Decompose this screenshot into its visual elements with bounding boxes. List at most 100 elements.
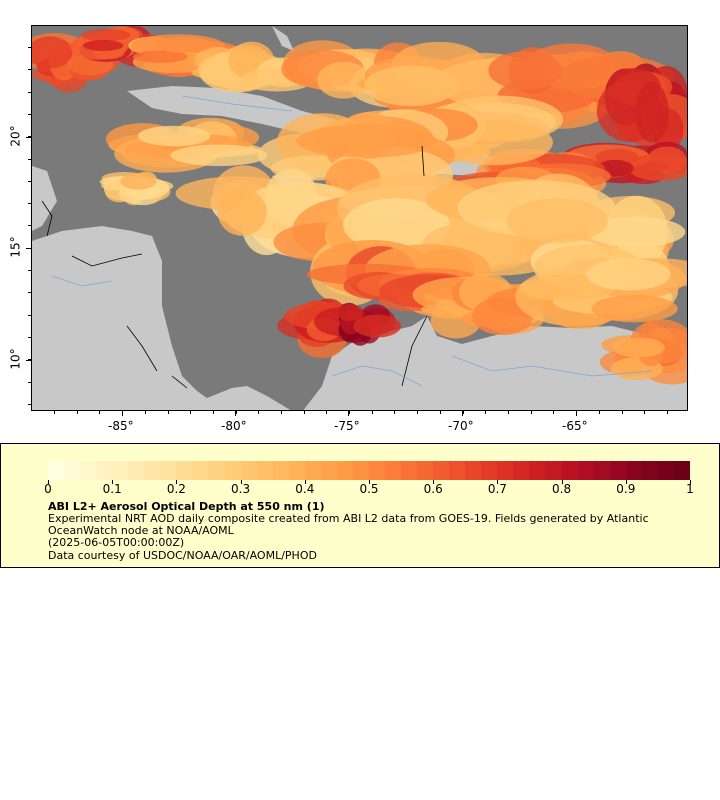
colorbar-swatch [352,461,369,480]
lat-minor-tick [28,359,31,360]
aod-patch [32,36,73,69]
colorbar-tick-label: 0.7 [487,482,507,496]
colorbar-tick-label: 0.8 [552,482,572,496]
colorbar-tick-label: 0.6 [423,482,443,496]
colorbar-swatch [64,461,81,480]
colorbar-swatch [625,461,642,480]
colorbar-swatch [304,461,321,480]
aod-patch [296,124,437,158]
colorbar-swatch [368,461,385,480]
colorbar-tick [497,480,499,484]
colorbar-swatch [609,461,626,480]
lat-tick-label: 10° [8,348,23,370]
bahamas-land [272,26,294,51]
colorbar-swatch [160,461,177,480]
lon-minor-tick [644,411,645,414]
legend-description: Experimental NRT AOD daily composite cre… [48,513,688,549]
rivers [51,95,653,387]
colorbar-tick-label: 0.5 [359,482,379,496]
lon-minor-tick [213,411,214,414]
aod-patch [488,51,563,90]
aod-patch [586,216,686,248]
colorbar-swatch [176,461,193,480]
colorbar-swatch [465,461,482,480]
colorbar-swatch [256,461,273,480]
lat-minor-tick [28,92,31,93]
lon-minor-tick [417,411,418,414]
aod-patch [317,61,371,99]
lon-tick [462,411,463,416]
colorbar-swatch [433,461,450,480]
lon-tick-label: -75° [334,419,360,433]
aod-patch [335,304,364,321]
lat-minor-tick [28,114,31,115]
colorbar-swatch [288,461,305,480]
colorbar-swatch [240,461,257,480]
lon-minor-tick [463,411,464,414]
lon-minor-tick [394,411,395,414]
colorbar-swatch [577,461,594,480]
lat-tick-label: 20° [8,125,23,147]
aod-map [31,25,688,411]
colorbar-swatch [336,461,353,480]
lat-tick [26,137,31,138]
colorbar-swatch [192,461,209,480]
aod-patch [153,37,213,53]
lat-minor-tick [28,382,31,383]
lon-minor-tick [258,411,259,414]
colorbar-swatch [481,461,498,480]
lon-minor-tick [553,411,554,414]
aod-patch [81,29,131,42]
colorbar-swatch [128,461,145,480]
legend-time: (2025-06-05T00:00:00Z) [48,536,185,549]
colorbar-tick [625,480,627,484]
lon-tick-label: -85° [108,419,134,433]
colorbar-tick [176,480,178,484]
colorbar-swatch [673,461,690,480]
colorbar-tick-label: 0.3 [231,482,251,496]
legend-credit: Data courtesy of USDOC/NOAA/OAR/AOML/PHO… [48,549,317,562]
colorbar-tick-label: 0 [44,482,52,496]
aod-patch [612,337,665,358]
lon-minor-tick [145,411,146,414]
colorbar-swatch [593,461,610,480]
colorbar-swatch [224,461,241,480]
lon-minor-tick [77,411,78,414]
lon-minor-tick [599,411,600,414]
colorbar-swatch [208,461,225,480]
colorbar-swatch [320,461,337,480]
aod-patch [170,144,268,167]
colorbar-swatch [272,461,289,480]
lat-tick-label: 15° [8,236,23,258]
aod-patch [595,149,639,165]
lon-minor-tick [622,411,623,414]
aod-patch [343,198,450,252]
colorbar-swatch [80,461,97,480]
aod-patch [586,258,671,291]
lon-minor-tick [576,411,577,414]
lat-minor-tick [28,315,31,316]
lat-minor-tick [28,159,31,160]
lon-minor-tick [54,411,55,414]
colorbar [48,461,690,480]
lon-tick [235,411,236,416]
aod-patch [353,314,402,338]
lat-minor-tick [28,248,31,249]
colorbar-tick [240,480,242,484]
colorbar-tick [369,480,370,484]
colorbar-tick-label: 0.4 [295,482,315,496]
aod-patch [627,153,687,181]
map-canvas [32,26,687,410]
colorbar-tick [48,480,49,484]
lon-minor-tick [372,411,373,414]
lon-minor-tick [281,411,282,414]
lon-minor-tick [304,411,305,414]
colorbar-swatch [96,461,113,480]
aod-patch [132,50,188,63]
lon-minor-tick [326,411,327,414]
lon-tick-label: -80° [221,419,247,433]
colorbar-swatch [513,461,530,480]
lon-minor-tick [349,411,350,414]
yucatan-land [32,166,57,231]
lat-minor-tick [28,337,31,338]
